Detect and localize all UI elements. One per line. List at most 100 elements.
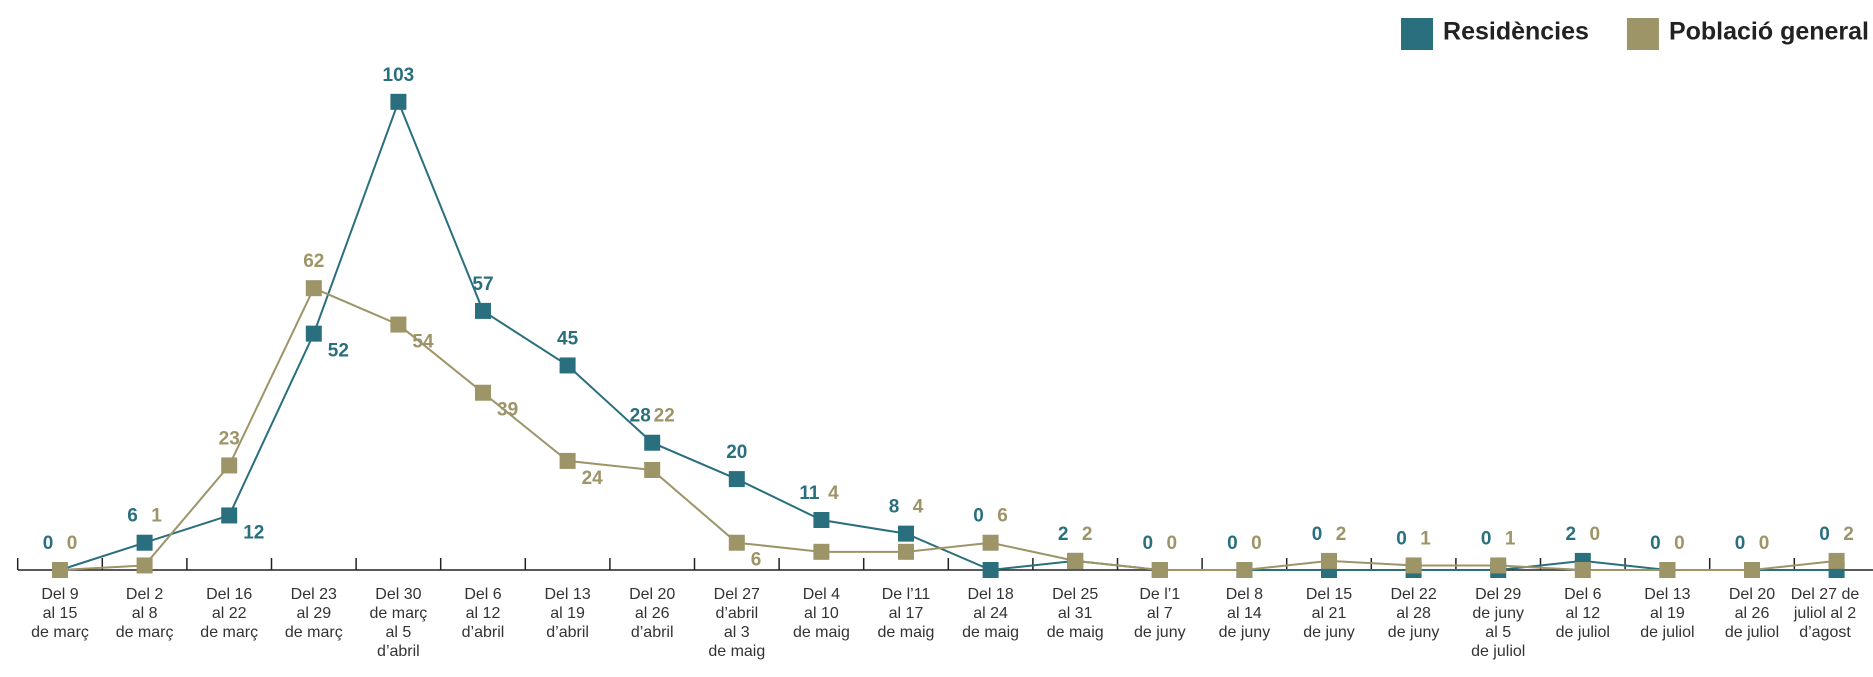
data-label: 6 — [127, 506, 138, 527]
data-label: 0 — [1759, 533, 1770, 554]
x-tick-label: juliol al 2 — [1793, 605, 1856, 622]
marker — [813, 512, 830, 528]
marker — [1067, 552, 1084, 569]
x-tick-label: al 26 — [1735, 605, 1770, 622]
x-tick-label: de juliol — [1640, 624, 1694, 641]
marker — [390, 316, 407, 333]
x-tick-label: de maig — [793, 624, 850, 641]
x-tick-label: de juliol — [1556, 624, 1610, 641]
data-label: 2 — [1566, 524, 1577, 545]
data-label: 2 — [1058, 524, 1069, 545]
x-tick-label: de juny — [1219, 624, 1271, 641]
x-tick-label: d’agost — [1799, 624, 1851, 641]
data-label: 0 — [1590, 524, 1601, 545]
marker — [644, 462, 661, 478]
data-label: 0 — [67, 533, 78, 554]
x-tick-label: Del 20 — [1729, 586, 1775, 603]
data-label: 1 — [1420, 528, 1431, 549]
x-tick-label: Del 30 — [375, 586, 421, 603]
data-label: 62 — [303, 251, 324, 272]
data-label: 0 — [1481, 528, 1492, 549]
data-label: 0 — [973, 506, 984, 527]
marker — [644, 434, 661, 451]
x-tick-label: al 12 — [1565, 605, 1600, 622]
data-label: 12 — [243, 522, 264, 543]
x-tick-label: de maig — [878, 624, 935, 641]
x-tick-label: d’abril — [715, 605, 758, 622]
series-line — [59, 99, 1837, 572]
marker — [1321, 552, 1337, 569]
data-label: 0 — [1819, 524, 1830, 545]
data-label: 103 — [383, 65, 415, 86]
x-tick-label: De l’11 — [882, 586, 931, 603]
marker — [136, 534, 153, 551]
x-tick-label: Del 6 — [1564, 586, 1601, 603]
x-tick-label: al 22 — [212, 605, 247, 622]
marker — [390, 93, 407, 110]
marker — [221, 457, 238, 474]
x-tick-label: de juliol — [1725, 624, 1779, 641]
x-tick-label: al 24 — [973, 605, 1008, 622]
data-label: 2 — [1336, 524, 1347, 545]
x-tick-label: Del 27 — [714, 586, 760, 603]
legend-swatch — [1401, 18, 1434, 50]
x-tick-label: al 26 — [635, 605, 670, 622]
marker — [52, 562, 68, 578]
data-label: 6 — [997, 506, 1008, 527]
data-label: 1 — [151, 506, 162, 527]
marker — [305, 325, 322, 342]
marker — [1236, 562, 1253, 578]
data-label: 8 — [889, 497, 900, 518]
x-tick-label: al 12 — [466, 605, 501, 622]
x-tick-label: Del 15 — [1306, 586, 1352, 603]
x-tick-label: al 10 — [804, 605, 839, 622]
x-tick-label: Del 8 — [1226, 586, 1263, 603]
x-tick-label: Del 6 — [464, 586, 501, 603]
data-label: 11 — [799, 483, 820, 504]
x-tick-label: al 21 — [1312, 605, 1347, 622]
data-label: 28 — [630, 406, 651, 427]
x-tick-label: Del 23 — [291, 586, 337, 603]
marker — [1744, 562, 1760, 578]
x-tick-label: de març — [370, 605, 428, 622]
x-tick-label: al 17 — [889, 605, 924, 622]
marker — [305, 280, 322, 297]
marker — [221, 507, 238, 524]
x-tick-label: al 15 — [43, 605, 78, 622]
x-tick-label: Del 13 — [1644, 586, 1690, 603]
x-tick-label: Del 4 — [803, 586, 840, 603]
data-label: 39 — [497, 400, 518, 421]
x-tick-label: al 5 — [1485, 624, 1511, 641]
series-line — [59, 286, 1837, 571]
x-tick-label: al 19 — [1650, 605, 1685, 622]
x-tick-label: d’abril — [462, 624, 505, 641]
data-label: 0 — [1674, 533, 1685, 554]
x-tick-label: d’abril — [631, 624, 674, 641]
marker — [728, 534, 745, 551]
x-tick-label: de juny — [1388, 624, 1440, 641]
x-tick-label: Del 27 de — [1791, 586, 1860, 603]
data-label: 0 — [1735, 533, 1746, 554]
marker — [559, 452, 576, 469]
x-tick-label: d’abril — [546, 624, 589, 641]
x-tick-label: de juny — [1303, 624, 1355, 641]
x-tick-label: Del 13 — [544, 586, 590, 603]
x-tick-label: Del 9 — [41, 586, 78, 603]
data-label: 0 — [43, 533, 54, 554]
x-tick-label: al 14 — [1227, 605, 1262, 622]
legend-label: Població general — [1669, 18, 1869, 46]
x-tick-label: de març — [285, 624, 343, 641]
x-tick-label: de març — [116, 624, 174, 641]
x-tick-label: d’abril — [377, 643, 420, 660]
marker — [475, 384, 491, 401]
x-tick-label: De l’1 — [1139, 586, 1180, 603]
data-label: 57 — [472, 274, 493, 295]
data-label: 0 — [1227, 533, 1238, 554]
x-tick-label: de juliol — [1471, 643, 1525, 660]
data-label: 0 — [1251, 533, 1262, 554]
data-label: 6 — [751, 550, 762, 571]
data-label: 1 — [1505, 528, 1516, 549]
marker — [1828, 552, 1845, 569]
data-label: 20 — [726, 442, 747, 463]
